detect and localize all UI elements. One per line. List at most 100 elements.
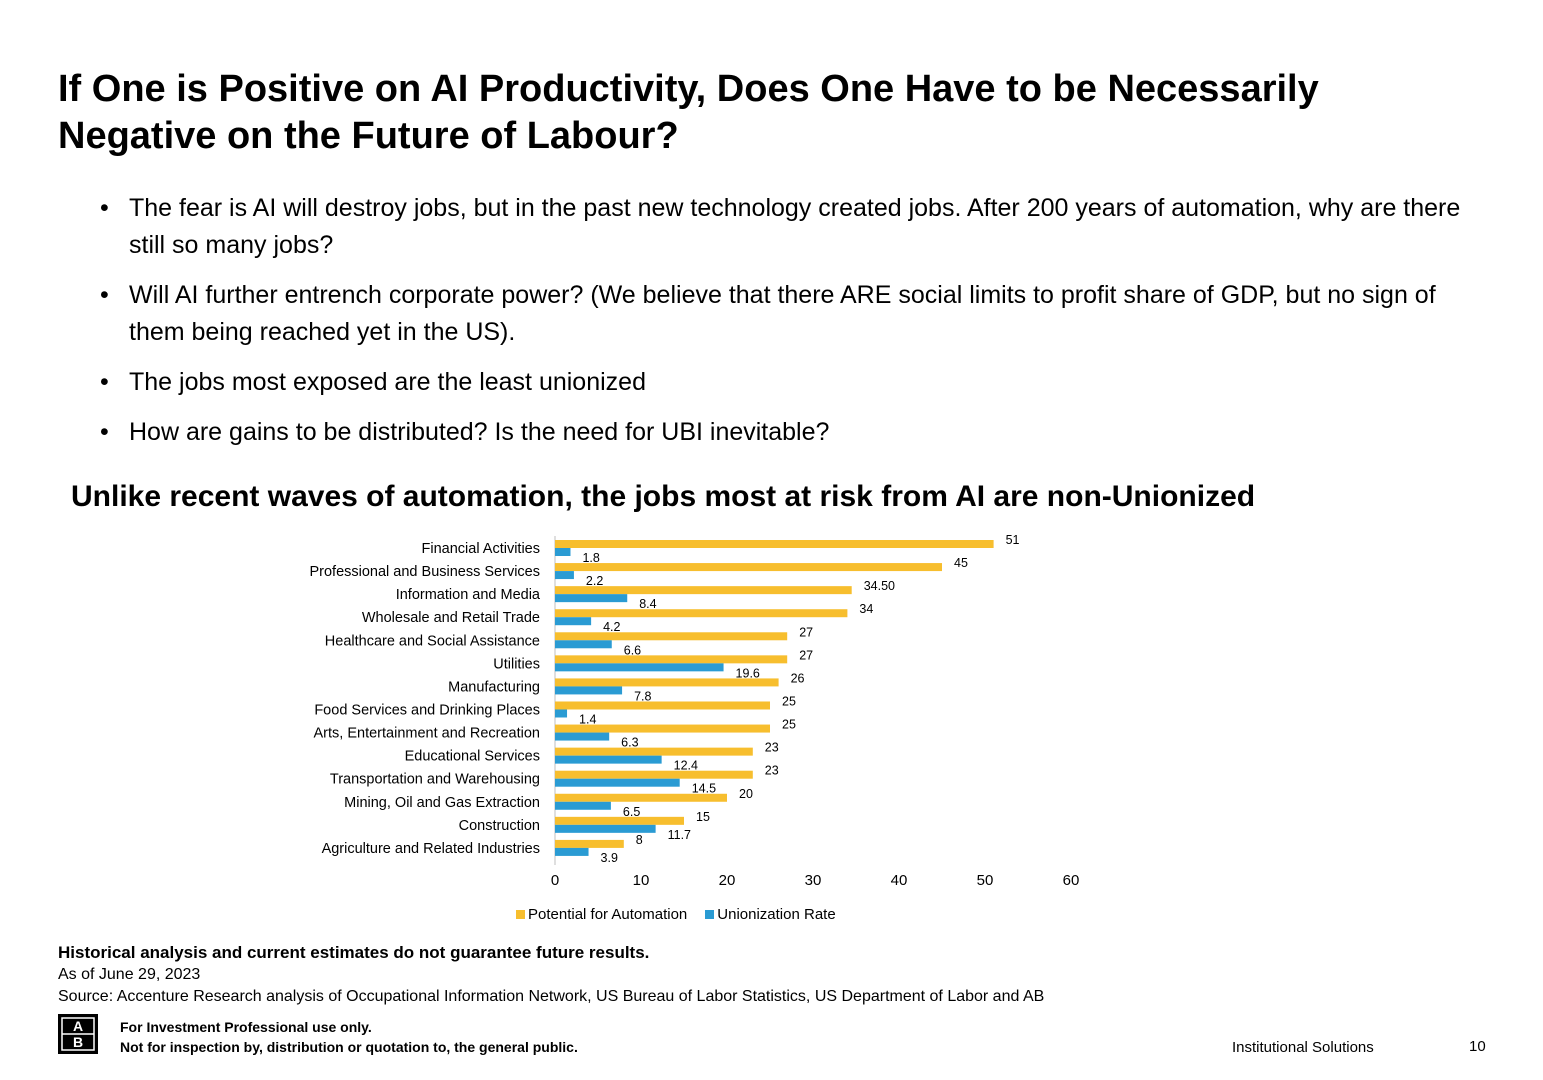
category-label: Wholesale and Retail Trade [362,610,540,626]
category-label: Professional and Business Services [309,564,540,580]
category-label: Transportation and Warehousing [330,772,540,788]
category-label: Utilities [493,656,540,672]
x-tick-label: 20 [719,872,736,889]
bar-automation [555,540,994,548]
bar-unionization [555,801,611,810]
data-label-automation: 20 [739,787,753,801]
x-tick-label: 50 [977,872,994,889]
bar-unionization [555,778,680,787]
bar-unionization [555,548,571,556]
category-label: Agriculture and Related Industries [322,841,540,857]
data-label-automation: 26 [791,671,805,685]
data-label-unionization: 6.5 [623,805,640,819]
bullet-list: • The fear is AI will destroy jobs, but i… [100,190,1480,464]
bar-unionization [555,755,662,764]
footer-line-2: Not for inspection by, distribution or q… [120,1039,578,1055]
data-label-unionization: 12.4 [674,759,698,773]
bullet-text: The jobs most exposed are the least unio… [129,368,646,396]
data-label-automation: 23 [765,764,779,778]
legend-swatch-unionization [705,910,715,919]
data-label-unionization: 6.6 [624,643,641,657]
page-number: 10 [1469,1038,1486,1055]
bullet-item: • The jobs most exposed are the least uni… [100,364,1480,401]
bar-unionization [555,824,656,833]
data-label-automation: 34 [859,602,873,616]
data-label-automation: 51 [1006,533,1020,547]
data-label-unionization: 11.7 [668,828,691,842]
logo-letter-a: A [73,1018,83,1034]
category-label: Food Services and Drinking Places [314,702,540,718]
bar-automation [555,563,942,572]
bar-automation [555,701,770,710]
bar-automation [555,655,788,664]
data-label-automation: 25 [782,718,796,732]
bullet-text: How are gains to be distributed? Is the … [129,418,830,446]
category-label: Information and Media [396,587,541,603]
as-of-date: As of June 29, 2023 [58,966,201,983]
x-tick-label: 40 [891,872,908,889]
data-label-unionization: 1.4 [579,712,596,726]
data-label-unionization: 8.4 [639,597,656,611]
category-label: Educational Services [405,749,540,765]
x-tick-label: 0 [551,872,559,889]
bullet-item: • Will AI further entrench corporate powe… [100,277,1480,351]
bar-automation [555,770,753,779]
data-label-unionization: 2.2 [586,574,603,588]
bar-unionization [555,663,724,672]
bar-chart: Financial Activities 51 1.8 Professional an… [309,533,1079,889]
footer-institutional: Institutional Solutions [1232,1039,1374,1056]
data-label-automation: 23 [765,741,779,755]
category-label: Financial Activities [422,541,540,557]
bar-automation [555,793,727,802]
bullet-dot: • [100,418,109,446]
footer-line-1: For Investment Professional use only. [120,1019,372,1035]
bar-unionization [555,617,592,626]
bar-automation [555,747,753,756]
bullet-text: The fear is AI will destroy jobs, but in… [129,194,1461,259]
data-label-unionization: 14.5 [692,782,716,796]
ab-logo-icon: A B [58,1014,98,1054]
bar-unionization [555,686,623,695]
bullet-item: • The fear is AI will destroy jobs, but i… [100,190,1480,264]
bar-automation [555,816,684,825]
bar-unionization [555,732,610,741]
page-title: If One is Positive on AI Productivity, D… [58,68,1319,157]
category-label: Healthcare and Social Assistance [325,633,540,649]
category-label: Mining, Oil and Gas Extraction [344,795,540,811]
data-label-unionization: 4.2 [603,620,620,634]
bullet-dot: • [100,368,109,396]
bullet-dot: • [100,281,109,309]
data-label-unionization: 19.6 [736,666,760,680]
bullet-dot: • [100,194,109,222]
legend-label-automation: Potential for Automation [528,906,688,923]
legend-swatch-automation [516,910,525,919]
bullet-text: Will AI further entrench corporate power… [129,281,1436,346]
data-label-automation: 45 [954,556,968,570]
legend-item-automation: Potential for Automation [516,906,687,923]
logo-letter-b: B [73,1034,83,1050]
bar-automation [555,586,852,595]
bar-unionization [555,640,612,649]
data-label-automation: 8 [636,833,643,847]
chart-title: Unlike recent waves of automation, the j… [71,480,1256,513]
category-label: Manufacturing [448,679,540,695]
data-label-automation: 34.50 [864,579,895,593]
legend-item-unionization: Unionization Rate [705,906,836,923]
chart-legend: Potential for Automation Unionization Ra… [516,906,836,923]
bar-unionization [555,571,574,580]
bar-automation [555,839,624,848]
x-tick-label: 10 [633,872,650,889]
bar-unionization [555,709,568,718]
bar-automation [555,632,788,641]
bar-automation [555,724,770,733]
data-label-automation: 27 [799,648,813,662]
data-label-unionization: 6.3 [621,736,638,750]
data-label-unionization: 1.8 [582,551,599,565]
x-tick-label: 30 [805,872,822,889]
bar-unionization [555,847,589,856]
bar-unionization [555,594,628,603]
category-label: Arts, Entertainment and Recreation [314,726,540,742]
data-label-unionization: 7.8 [634,689,651,703]
data-label-automation: 25 [782,694,796,708]
bullet-item: • How are gains to be distributed? Is the… [100,414,1480,451]
